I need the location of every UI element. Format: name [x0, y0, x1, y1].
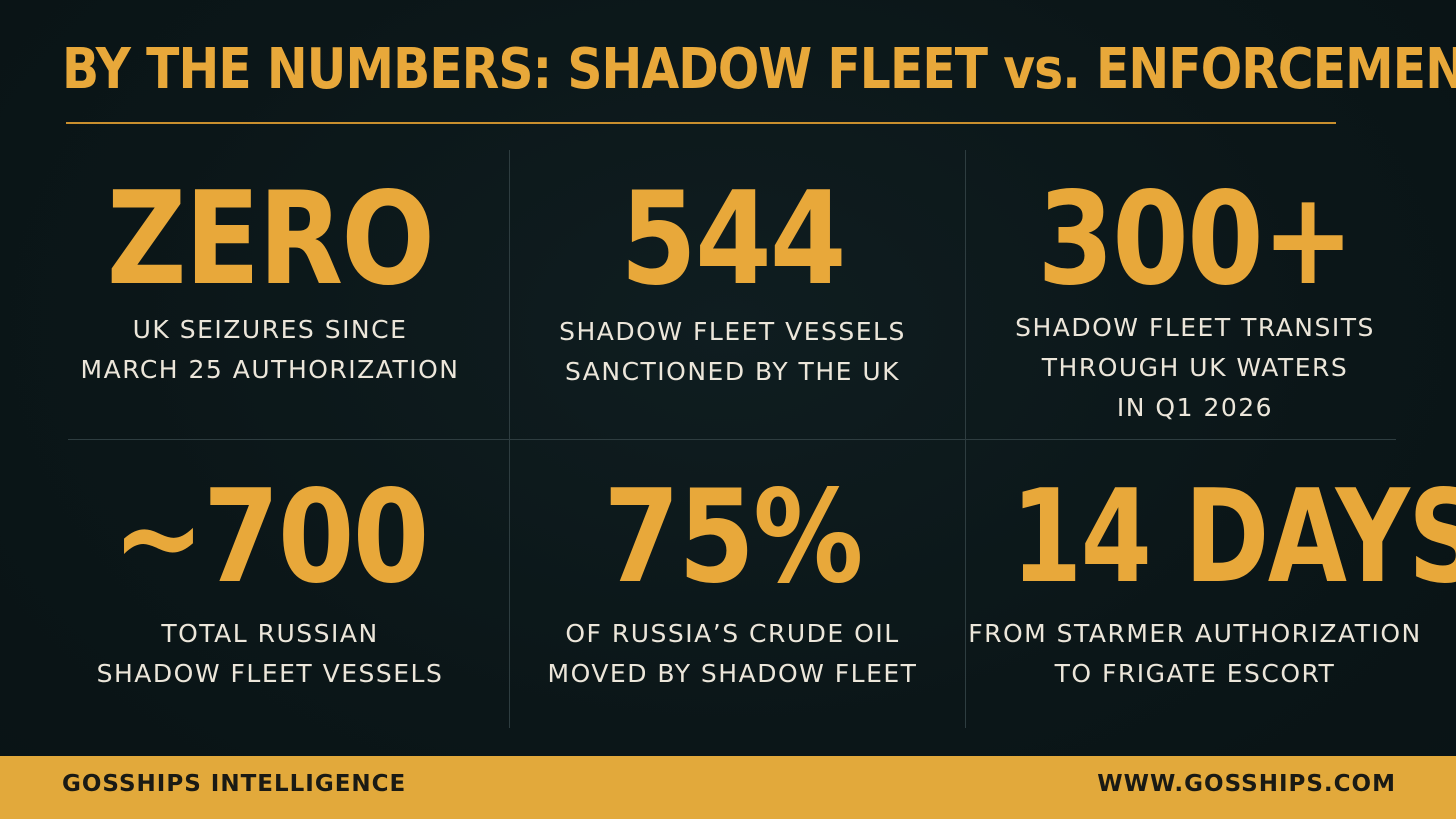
stat-card-uk-transits: 300+ SHADOW FLEET TRANSITS THROUGH UK WA… — [965, 160, 1425, 430]
footer-brand: GOSSHIPS INTELLIGENCE — [62, 771, 407, 797]
title-divider — [66, 122, 1336, 124]
stat-label: FROM STARMER AUTHORIZATION TO FRIGATE ES… — [968, 619, 1422, 688]
stat-card-days-to-escort: 14 DAYS FROM STARMER AUTHORIZATION TO FR… — [965, 460, 1456, 730]
stat-label: OF RUSSIA’S CRUDE OIL MOVED BY SHADOW FL… — [547, 619, 918, 688]
stat-label: SHADOW FLEET VESSELS SANCTIONED BY THE U… — [559, 317, 906, 386]
grid-divider-horizontal — [68, 439, 1396, 440]
stat-value: 14 DAYS — [1011, 463, 1456, 612]
footer-bar: GOSSHIPS INTELLIGENCE WWW.GOSSHIPS.COM — [0, 756, 1456, 819]
stat-label: UK SEIZURES SINCE MARCH 25 AUTHORIZATION — [80, 315, 460, 384]
page-title: BY THE NUMBERS: SHADOW FLEET vs. ENFORCE… — [62, 37, 1456, 102]
stat-card-total-fleet: ~700 TOTAL RUSSIAN SHADOW FLEET VESSELS — [40, 460, 500, 730]
stat-value: 75% — [603, 463, 863, 612]
footer-website-link[interactable]: WWW.GOSSHIPS.COM — [1097, 771, 1396, 797]
stat-value: ~700 — [112, 463, 429, 612]
stat-card-sanctioned-vessels: 544 SHADOW FLEET VESSELS SANCTIONED BY T… — [500, 160, 965, 430]
stat-card-uk-seizures: ZERO UK SEIZURES SINCE MARCH 25 AUTHORIZ… — [40, 160, 500, 430]
stat-value: 300+ — [1037, 165, 1354, 314]
stat-value: ZERO — [106, 165, 435, 314]
stat-card-crude-oil-share: 75% OF RUSSIA’S CRUDE OIL MOVED BY SHADO… — [500, 460, 965, 730]
stat-label: SHADOW FLEET TRANSITS THROUGH UK WATERS … — [1015, 313, 1375, 422]
stat-value: 544 — [620, 165, 846, 314]
stat-label: TOTAL RUSSIAN SHADOW FLEET VESSELS — [96, 619, 444, 688]
